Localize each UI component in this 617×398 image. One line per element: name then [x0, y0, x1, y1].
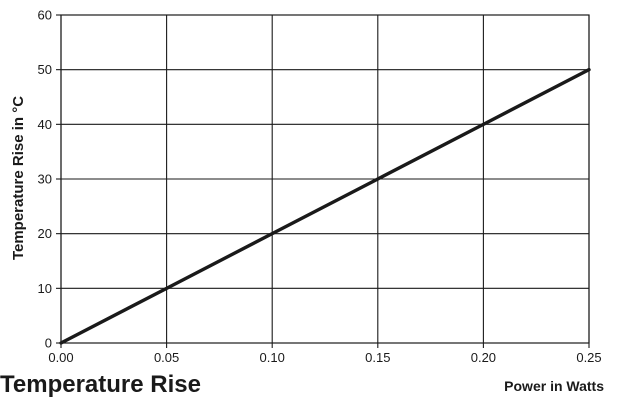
y-tick-label: 60	[38, 8, 52, 23]
x-axis-ticks: 0.00 0.05 0.10 0.15 0.20 0.25	[48, 343, 602, 365]
x-tick-label: 0.20	[471, 350, 496, 365]
x-tick-label: 0.00	[48, 350, 73, 365]
x-tick-label: 0.15	[365, 350, 390, 365]
y-tick-label: 10	[38, 281, 52, 296]
x-tick-label: 0.10	[260, 350, 285, 365]
chart-caption: Temperature Rise	[0, 371, 201, 398]
series-layer	[59, 67, 591, 345]
series-line	[59, 67, 591, 345]
x-tick-label: 0.25	[576, 350, 601, 365]
y-tick-label: 0	[45, 336, 52, 351]
y-tick-label: 50	[38, 62, 52, 77]
x-axis-label: Power in Watts	[504, 378, 604, 394]
y-axis-ticks: 0 10 20 30 40 50 60	[38, 8, 61, 351]
y-axis-label: Temperature Rise in °C	[10, 96, 27, 260]
y-tick-label: 20	[38, 226, 52, 241]
horizontal-gridlines	[61, 14, 589, 344]
x-tick-label: 0.05	[154, 350, 179, 365]
y-tick-label: 40	[38, 117, 52, 132]
y-tick-label: 30	[38, 172, 52, 187]
